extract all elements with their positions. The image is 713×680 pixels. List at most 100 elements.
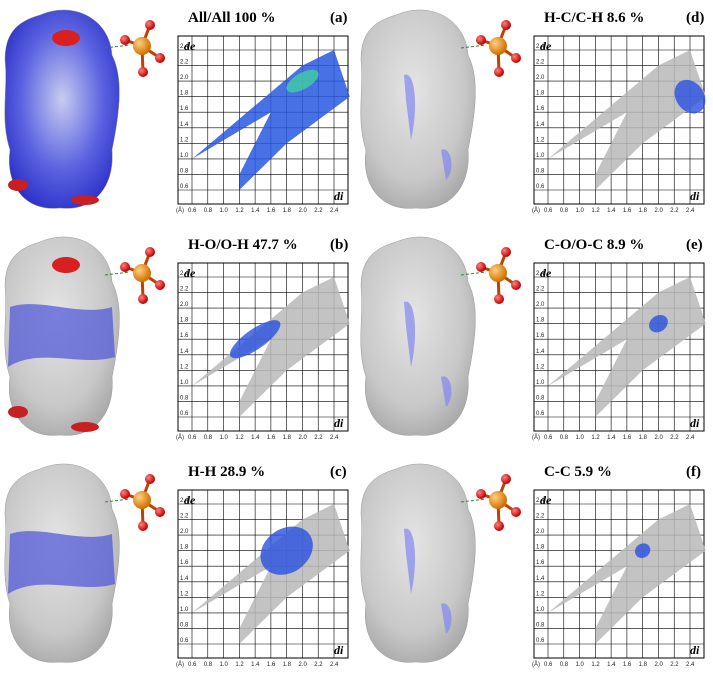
panel: H-C/C-H 8.6 %(d)0.60.81.01.21.41.61.82.0… — [361, 10, 712, 214]
y-tick-label: 1.6 — [536, 106, 545, 112]
x-unit: (Å) — [176, 207, 184, 214]
x-tick-label: 2.4 — [330, 208, 339, 214]
phosphorus-atom — [133, 264, 151, 282]
y-tick-label: 0.6 — [180, 184, 189, 190]
y-tick-label: 1.0 — [180, 153, 189, 159]
y-tick-label: 1.4 — [536, 122, 545, 128]
x-tick-label: 0.8 — [204, 208, 213, 214]
x-tick-label: 0.8 — [204, 662, 213, 668]
x-tick-label: 1.0 — [576, 208, 585, 214]
oxygen-atom — [155, 280, 165, 290]
y-tick-label: 2.0 — [536, 75, 545, 81]
y-tick-label: 2.2 — [536, 60, 545, 66]
panel: H-O/O-H 47.7 %(b)0.60.81.01.21.41.61.82.… — [5, 237, 350, 441]
x-tick-label: 1.6 — [623, 435, 632, 441]
y-axis-label: de — [184, 39, 196, 53]
y-tick-label: 1.0 — [536, 153, 545, 159]
y-tick-label: 2.0 — [536, 302, 545, 308]
y-tick-label: 0.8 — [180, 622, 189, 628]
x-tick-label: 1.0 — [220, 662, 229, 668]
x-tick-label: 2.4 — [686, 435, 695, 441]
y-tick-label: 2.0 — [180, 75, 189, 81]
x-tick-label: 2.0 — [298, 208, 307, 214]
y-tick-label: 1.0 — [536, 380, 545, 386]
hirshfeld-surface — [361, 237, 476, 435]
x-tick-label: 1.6 — [623, 208, 632, 214]
y-axis-label: de — [540, 39, 552, 53]
oxygen-atom — [138, 521, 148, 531]
y-tick-label: 1.2 — [180, 591, 189, 597]
x-tick-label: 0.6 — [544, 435, 553, 441]
oxygen-atom — [494, 67, 504, 77]
x-tick-label: 0.6 — [188, 208, 197, 214]
x-tick-label: 2.4 — [686, 662, 695, 668]
x-tick-label: 2.2 — [314, 662, 323, 668]
y-tick-label: 1.2 — [536, 364, 545, 370]
x-tick-label: 2.0 — [298, 662, 307, 668]
y-tick-label: 2.2 — [180, 60, 189, 66]
x-axis-label: di — [334, 643, 344, 657]
panel-title: H-C/C-H 8.6 % — [544, 10, 644, 26]
red-spot — [8, 406, 28, 418]
x-tick-label: 0.6 — [188, 435, 197, 441]
x-tick-label: 2.2 — [314, 208, 323, 214]
phosphorus-atom — [489, 264, 507, 282]
x-unit: (Å) — [532, 207, 540, 214]
oxygen-atom — [501, 474, 511, 484]
x-unit: (Å) — [532, 434, 540, 441]
y-tick-label: 1.8 — [180, 318, 189, 324]
oxygen-atom — [511, 507, 521, 517]
x-tick-label: 0.6 — [188, 662, 197, 668]
oxygen-atom — [494, 521, 504, 531]
x-tick-label: 1.4 — [251, 662, 260, 668]
y-tick-label: 2.0 — [180, 529, 189, 535]
x-tick-label: 1.2 — [235, 435, 244, 441]
oxygen-atom — [138, 67, 148, 77]
y-tick-label: 1.6 — [536, 560, 545, 566]
y-tick-label: 0.8 — [536, 395, 545, 401]
oxygen-atom — [501, 20, 511, 30]
x-tick-label: 1.4 — [607, 208, 616, 214]
y-tick-label: 0.6 — [536, 411, 545, 417]
y-axis-label: de — [184, 493, 196, 507]
oxygen-atom — [120, 489, 130, 499]
y-tick-label: 0.8 — [180, 168, 189, 174]
surface-patch — [8, 531, 115, 594]
y-tick-label: 2.0 — [180, 302, 189, 308]
panel-label: (c) — [330, 464, 347, 480]
y-tick-label: 0.6 — [180, 411, 189, 417]
y-tick-label: 1.4 — [180, 122, 189, 128]
x-tick-label: 2.2 — [314, 435, 323, 441]
y-tick-label: 0.8 — [180, 395, 189, 401]
x-tick-label: 1.2 — [591, 662, 600, 668]
x-tick-label: 2.2 — [670, 662, 679, 668]
phosphorus-atom — [489, 37, 507, 55]
oxygen-atom — [145, 247, 155, 257]
y-tick-label: 1.0 — [536, 607, 545, 613]
y-tick-label: 1.4 — [180, 349, 189, 355]
y-axis-label: de — [540, 493, 552, 507]
x-tick-label: 2.0 — [654, 208, 663, 214]
red-spot — [71, 195, 99, 205]
x-unit: (Å) — [176, 661, 184, 668]
y-tick-label: 1.2 — [536, 591, 545, 597]
y-tick-label: 1.6 — [180, 106, 189, 112]
panel: C-O/O-C 8.9 %(e)0.60.81.01.21.41.61.82.0… — [361, 237, 706, 441]
x-tick-label: 2.4 — [330, 435, 339, 441]
x-tick-label: 2.0 — [654, 435, 663, 441]
x-tick-label: 2.2 — [670, 435, 679, 441]
x-tick-label: 2.2 — [670, 208, 679, 214]
x-tick-label: 1.0 — [576, 435, 585, 441]
oxygen-atom — [494, 294, 504, 304]
x-tick-label: 1.8 — [639, 662, 648, 668]
x-axis-label: di — [690, 643, 700, 657]
oxygen-atom — [120, 262, 130, 272]
y-tick-label: 1.8 — [536, 91, 545, 97]
phosphorus-atom — [133, 37, 151, 55]
oxygen-atom — [138, 294, 148, 304]
x-tick-label: 1.4 — [607, 435, 616, 441]
y-tick-label: 1.6 — [180, 333, 189, 339]
x-tick-label: 0.8 — [560, 208, 569, 214]
y-tick-label: 1.6 — [180, 560, 189, 566]
panel-title: All/All 100 % — [188, 10, 276, 26]
